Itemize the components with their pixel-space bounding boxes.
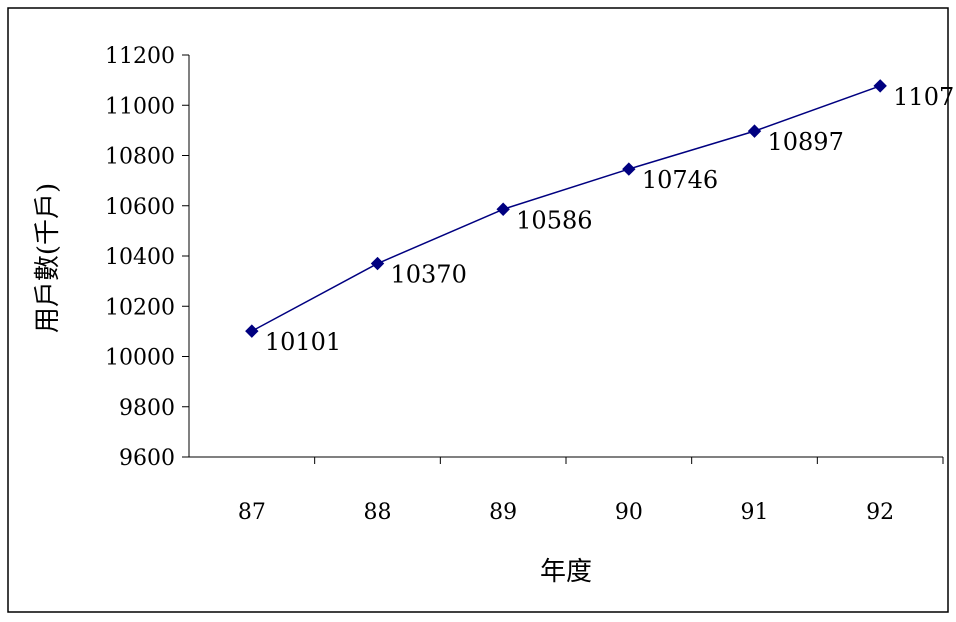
series-line (251, 85, 881, 332)
x-tick-label: 92 (866, 500, 894, 525)
data-label: 10586 (516, 206, 592, 234)
y-tick-label: 10600 (105, 195, 175, 220)
y-tick-label: 11200 (105, 44, 175, 69)
series-layer: 10101 10370 10586 10746 10897 11077 (245, 79, 956, 356)
x-axis-title: 年度 (540, 557, 592, 587)
y-tick-label: 10400 (105, 245, 175, 270)
x-tick-label: 87 (238, 500, 266, 525)
x-tick-label: 89 (489, 500, 517, 525)
data-label: 10370 (391, 261, 467, 289)
y-tick-label: 9600 (119, 446, 175, 471)
y-tick-label: 10000 (105, 346, 175, 371)
data-label: 10746 (642, 166, 718, 194)
data-point-marker (622, 162, 636, 176)
data-label: 10897 (768, 128, 844, 156)
x-ticks: 87 88 89 90 91 92 (238, 457, 944, 525)
y-tick-label: 11000 (105, 94, 175, 119)
x-tick-label: 90 (615, 500, 643, 525)
y-tick-label: 10800 (105, 145, 175, 170)
x-tick-label: 88 (364, 500, 392, 525)
data-label: 11077 (893, 83, 956, 111)
y-axis-title: 用戶數(千戶) (33, 183, 63, 333)
data-point-marker (245, 324, 259, 338)
chart-border (7, 7, 949, 613)
data-label: 10101 (265, 328, 341, 356)
data-point-marker (873, 79, 887, 93)
y-tick-label: 9800 (119, 396, 175, 421)
y-ticks: 9600 9800 10000 10200 10400 10600 10800 11000 11… (105, 44, 189, 471)
y-tick-label: 10200 (105, 295, 175, 320)
data-point-marker (496, 202, 510, 216)
x-tick-label: 91 (741, 500, 769, 525)
data-point-marker (747, 124, 762, 138)
data-point-marker (370, 256, 385, 271)
